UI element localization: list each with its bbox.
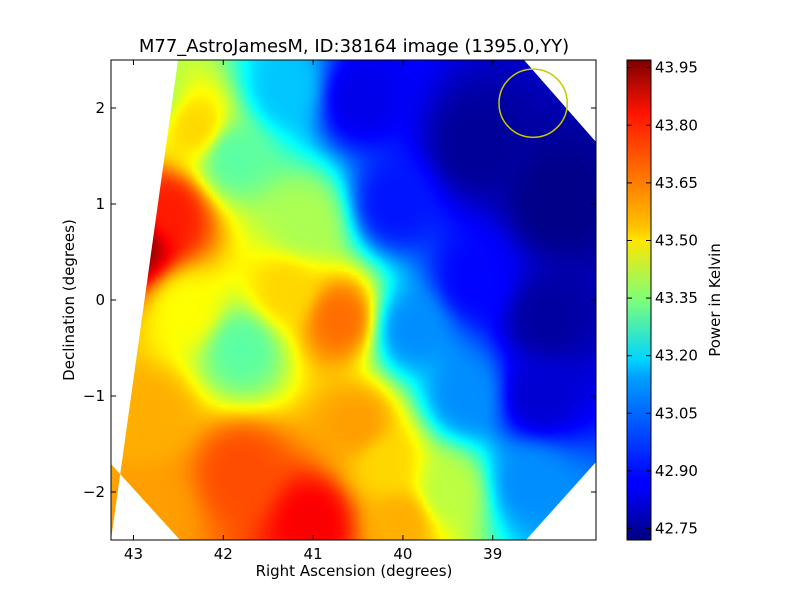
y-tick-label: −2	[83, 483, 105, 501]
x-tick-label: 41	[304, 545, 323, 563]
colorbar	[627, 60, 651, 540]
plot-area	[111, 60, 596, 540]
x-axis-label: Right Ascension (degrees)	[256, 562, 453, 580]
y-tick-label: 0	[95, 291, 105, 309]
heatmap-image	[111, 60, 596, 540]
colorbar-tick-label: 43.35	[655, 289, 698, 307]
y-tick-label: −1	[83, 387, 105, 405]
y-tick-label: 2	[95, 99, 105, 117]
beam-circle	[498, 68, 569, 139]
colorbar-tick-label: 42.90	[655, 462, 698, 480]
colorbar-frame	[626, 59, 652, 541]
colorbar-label: Power in Kelvin	[706, 243, 724, 357]
chart-title: M77_AstroJamesM, ID:38164 image (1395.0,…	[139, 36, 569, 57]
colorbar-axis: 42.75 42.90 43.05 43.20 43.35 43.50 43.65 43.80…	[627, 59, 698, 537]
x-tick-label: 42	[214, 545, 233, 563]
colorbar-tick-label: 42.75	[655, 519, 698, 537]
colorbar-tick-label: 43.20	[655, 347, 698, 365]
field-mask	[111, 60, 596, 540]
x-tick-label: 39	[483, 545, 502, 563]
colorbar-tick-label: 43.80	[655, 116, 698, 134]
x-axis: 43 42 41 40 39	[124, 60, 502, 563]
colorbar-tick-label: 43.95	[655, 59, 698, 77]
colorbar-tick-label: 43.05	[655, 404, 698, 422]
y-axis-label: Declination (degrees)	[60, 219, 78, 381]
colorbar-tick-label: 43.65	[655, 174, 698, 192]
x-tick-label: 43	[124, 545, 143, 563]
colorbar-tick-label: 43.50	[655, 231, 698, 249]
x-tick-label: 40	[393, 545, 412, 563]
y-axis: 2 1 0 −1 −2	[83, 99, 596, 501]
y-tick-label: 1	[95, 195, 105, 213]
